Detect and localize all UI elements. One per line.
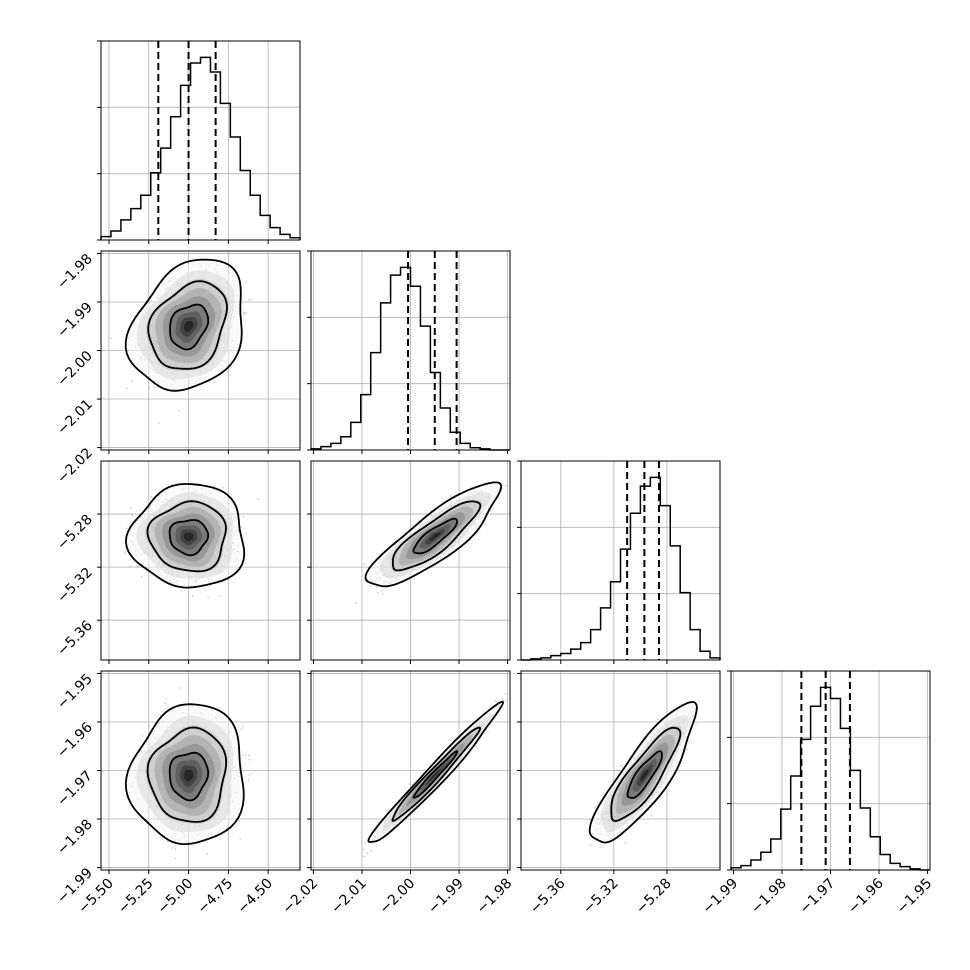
y-tick-label-2: −5.32 [54, 565, 96, 607]
y-tick-label-1: −2.00 [54, 348, 96, 390]
histogram-step-line [310, 266, 510, 451]
density-shading [592, 704, 696, 841]
contour-line [146, 500, 227, 573]
y-tick-label-1: −2.02 [54, 445, 96, 487]
density-level [429, 532, 441, 542]
x-tick-label-1: −2.02 [280, 876, 322, 918]
density-shading [368, 484, 500, 585]
x-tick-label-0: −5.25 [115, 876, 157, 918]
x-tick-label-3: −1.99 [700, 876, 742, 918]
histogram-step-line [521, 476, 721, 661]
panel-frame [730, 670, 931, 871]
panel-content [123, 483, 259, 599]
histogram-step-line [100, 56, 301, 240]
panel-frame [100, 40, 301, 241]
contour-line [147, 280, 228, 370]
panel-frame [100, 670, 301, 871]
histogram-panel-0 [97, 40, 301, 244]
contour-line [392, 500, 482, 572]
scatter-panel-3-1 [307, 670, 511, 874]
density-level [183, 769, 194, 782]
x-tick-label-2: −5.32 [580, 876, 622, 918]
panel-frame [310, 460, 511, 661]
x-tick-label-0: −4.75 [195, 876, 237, 918]
x-tick-label-3: −1.97 [797, 876, 839, 918]
panel-frame [520, 670, 721, 871]
panel-frame [100, 460, 301, 661]
y-tick-label-2: −5.36 [54, 618, 96, 660]
contour-line [168, 519, 210, 557]
contour-line [412, 517, 458, 555]
contour-line [124, 483, 246, 589]
panel-content [355, 481, 507, 604]
density-level [429, 769, 441, 782]
y-tick-label-1: −2.01 [54, 397, 96, 439]
contour-line [169, 303, 210, 351]
x-tick-label-1: −2.00 [377, 876, 419, 918]
histogram-panel-1 [307, 250, 511, 454]
contour-line [367, 700, 505, 843]
scatter-panel-2-0 [97, 460, 301, 664]
panel-content [110, 258, 251, 425]
y-tick-label-1: −1.99 [54, 300, 96, 342]
scatter-panel-3-2 [517, 670, 721, 874]
panel-content [124, 687, 253, 860]
scatter-panel-2-1 [307, 460, 511, 664]
contour-line [168, 751, 210, 802]
histogram-panel-3 [727, 670, 931, 874]
contour-line [146, 726, 228, 823]
density-level [640, 769, 649, 782]
panel-content [362, 692, 507, 858]
panel-content [588, 701, 698, 848]
y-tick-label-3: −1.98 [54, 817, 96, 859]
x-tick-label-2: −5.36 [527, 875, 569, 917]
panel-frame [100, 250, 301, 451]
x-tick-label-2: −5.28 [633, 876, 675, 918]
y-tick-label-2: −5.28 [54, 512, 96, 554]
x-tick-label-1: −1.99 [425, 876, 467, 918]
scatter-panel-3-0 [97, 670, 301, 874]
x-tick-label-3: −1.98 [748, 876, 790, 918]
contour-line [588, 701, 698, 844]
x-tick-label-0: −5.00 [155, 876, 197, 918]
histogram-step-line [730, 686, 930, 871]
contour-line [626, 750, 663, 799]
contour-line [391, 726, 482, 822]
y-tick-label-3: −1.97 [54, 768, 96, 810]
contour-line [124, 703, 245, 845]
panel-frame [520, 460, 721, 661]
x-tick-label-1: −1.98 [474, 876, 516, 918]
panel-frame [310, 250, 511, 451]
density-level [183, 532, 194, 542]
histogram-panel-2 [517, 460, 721, 664]
contour-line [610, 726, 682, 822]
y-tick-label-3: −1.95 [54, 671, 96, 713]
scatter-panel-1-0 [97, 250, 301, 454]
density-level [183, 321, 194, 333]
contour-line [412, 750, 459, 799]
y-tick-label-3: −1.96 [54, 719, 96, 761]
contour-line [124, 258, 243, 392]
contour-line [364, 481, 503, 588]
x-tick-label-1: −2.01 [328, 876, 370, 918]
y-tick-label-1: −1.98 [54, 251, 96, 293]
density-shading [127, 261, 240, 389]
x-tick-label-0: −4.50 [234, 876, 276, 918]
panel-frame [310, 670, 511, 871]
density-shading [371, 704, 501, 840]
x-tick-label-3: −1.95 [894, 876, 936, 918]
panels-layer [97, 40, 931, 874]
x-tick-label-3: −1.96 [845, 875, 887, 917]
